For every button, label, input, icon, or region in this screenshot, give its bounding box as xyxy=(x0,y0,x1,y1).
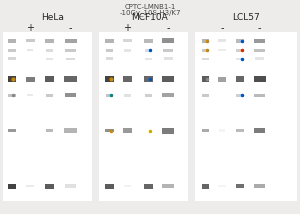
Bar xyxy=(45,76,54,82)
Bar xyxy=(124,94,131,97)
Bar xyxy=(27,49,33,51)
Bar xyxy=(105,76,114,82)
Bar xyxy=(123,76,132,82)
Bar xyxy=(219,129,225,132)
Bar xyxy=(64,128,77,133)
Bar xyxy=(46,129,53,132)
Bar xyxy=(163,49,173,52)
Bar xyxy=(45,184,54,189)
Text: -: - xyxy=(258,23,261,33)
Bar xyxy=(46,94,53,97)
Bar xyxy=(106,94,113,97)
Bar xyxy=(202,76,209,82)
Bar xyxy=(8,183,16,189)
Bar xyxy=(236,58,244,60)
Bar xyxy=(164,57,172,60)
Bar xyxy=(64,76,77,82)
Bar xyxy=(218,77,226,82)
Bar xyxy=(45,39,54,43)
Bar xyxy=(236,129,244,132)
Bar xyxy=(123,39,132,42)
Bar xyxy=(106,57,113,60)
Bar xyxy=(65,93,76,97)
Bar xyxy=(218,39,226,42)
Bar xyxy=(202,49,209,52)
Bar xyxy=(3,32,92,201)
Bar xyxy=(46,49,53,52)
Bar xyxy=(144,184,153,189)
Bar xyxy=(105,39,114,43)
Text: +: + xyxy=(124,23,131,33)
Bar xyxy=(66,58,75,60)
Bar xyxy=(99,32,188,201)
Bar xyxy=(145,49,152,52)
Bar xyxy=(144,76,153,82)
Bar xyxy=(8,94,16,97)
Bar xyxy=(27,94,33,96)
Bar xyxy=(26,39,34,42)
Bar xyxy=(254,49,265,52)
Bar xyxy=(145,58,152,60)
Bar xyxy=(105,184,114,189)
Bar xyxy=(236,184,244,188)
Bar xyxy=(236,94,244,97)
Bar xyxy=(202,184,209,189)
Bar xyxy=(144,39,153,43)
Bar xyxy=(236,49,244,52)
Text: -: - xyxy=(166,23,170,33)
Bar xyxy=(8,129,16,132)
Bar xyxy=(162,38,174,43)
Bar xyxy=(254,76,266,82)
Bar xyxy=(254,184,265,188)
Bar xyxy=(124,185,131,187)
Bar xyxy=(202,94,209,97)
Bar xyxy=(162,184,174,188)
Bar xyxy=(236,76,244,82)
Bar xyxy=(218,185,226,187)
Bar xyxy=(202,39,209,43)
Bar xyxy=(145,94,152,97)
Bar xyxy=(124,49,131,52)
Bar xyxy=(254,39,265,43)
Text: HeLa: HeLa xyxy=(41,13,64,22)
Bar xyxy=(46,58,53,60)
Bar xyxy=(162,128,174,134)
Bar xyxy=(123,128,132,133)
Bar xyxy=(162,76,174,82)
Bar xyxy=(218,49,226,51)
Bar xyxy=(255,57,264,60)
Bar xyxy=(202,129,209,132)
Bar xyxy=(8,57,16,60)
Bar xyxy=(64,39,76,43)
Bar xyxy=(195,32,297,201)
Text: -10Gy_10S-H3/K7: -10Gy_10S-H3/K7 xyxy=(119,10,181,16)
Bar xyxy=(105,129,114,132)
Text: -: - xyxy=(69,23,72,33)
Bar xyxy=(65,49,76,52)
Text: MCF10A: MCF10A xyxy=(132,13,168,22)
Text: LCL57: LCL57 xyxy=(232,13,260,22)
Bar xyxy=(8,76,16,82)
Bar xyxy=(26,185,34,187)
Bar xyxy=(254,128,265,133)
Bar xyxy=(8,49,16,52)
Bar xyxy=(236,39,244,43)
Bar xyxy=(202,58,209,60)
Bar xyxy=(26,77,34,82)
Bar xyxy=(254,94,265,97)
Bar xyxy=(162,93,174,97)
Bar xyxy=(106,49,113,52)
Bar xyxy=(65,184,76,188)
Bar xyxy=(8,39,16,43)
Text: -: - xyxy=(220,23,224,33)
Text: +: + xyxy=(26,23,34,33)
Text: CPTC-LMNB1-1: CPTC-LMNB1-1 xyxy=(124,4,176,10)
